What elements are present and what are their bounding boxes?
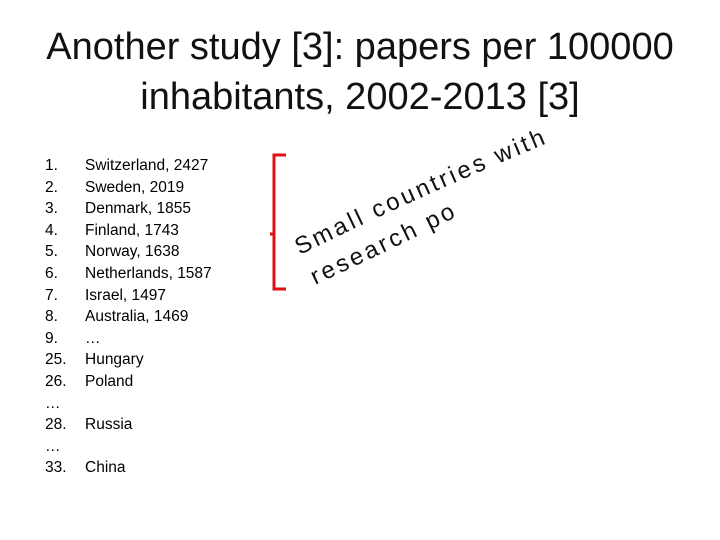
list-item-number: 5. — [45, 243, 58, 261]
list-item-text: Netherlands, 1587 — [85, 264, 212, 282]
list-item-text: Finland, 1743 — [85, 221, 179, 239]
list-item-text: Denmark, 1855 — [85, 200, 191, 218]
list-item-number: 4. — [45, 221, 58, 239]
list-item-text: Norway, 1638 — [85, 243, 180, 261]
list-item-text: Russia — [85, 416, 133, 434]
curved-annotation: Small countries with good research polic… — [290, 120, 548, 290]
list-item-text: … — [85, 329, 101, 347]
slide-title: Another study [3]: papers per 100000 inh… — [0, 22, 720, 122]
list-item-number: 28. — [45, 416, 67, 434]
list-item-number: 2. — [45, 178, 58, 196]
list-item-number: 7. — [45, 286, 58, 304]
list-item-text: Australia, 1469 — [85, 308, 189, 326]
list-item-number: 26. — [45, 372, 67, 390]
list-item-number: 9. — [45, 329, 58, 347]
title-line-2: inhabitants, 2002-2013 [3] — [140, 76, 580, 118]
list-item-text: Hungary — [85, 351, 144, 369]
list-item-number: 6. — [45, 264, 58, 282]
list-item-text: Sweden, 2019 — [85, 178, 185, 196]
list-item-number: … — [45, 437, 61, 455]
list-item-text: Israel, 1497 — [85, 286, 166, 304]
list-item-number: … — [45, 394, 61, 412]
list-item-number: 33. — [45, 459, 67, 477]
list-item-number: 8. — [45, 308, 58, 326]
list-item-number: 3. — [45, 200, 58, 218]
list-item-number: 25. — [45, 351, 67, 369]
list-item-number: 1. — [45, 157, 58, 174]
list-item-text: Poland — [85, 372, 134, 390]
title-line-1: Another study [3]: papers per 100000 — [46, 26, 674, 68]
list-item-text: Switzerland, 2427 — [85, 157, 209, 174]
red-bracket — [270, 153, 286, 291]
list-item-text: China — [85, 459, 126, 477]
